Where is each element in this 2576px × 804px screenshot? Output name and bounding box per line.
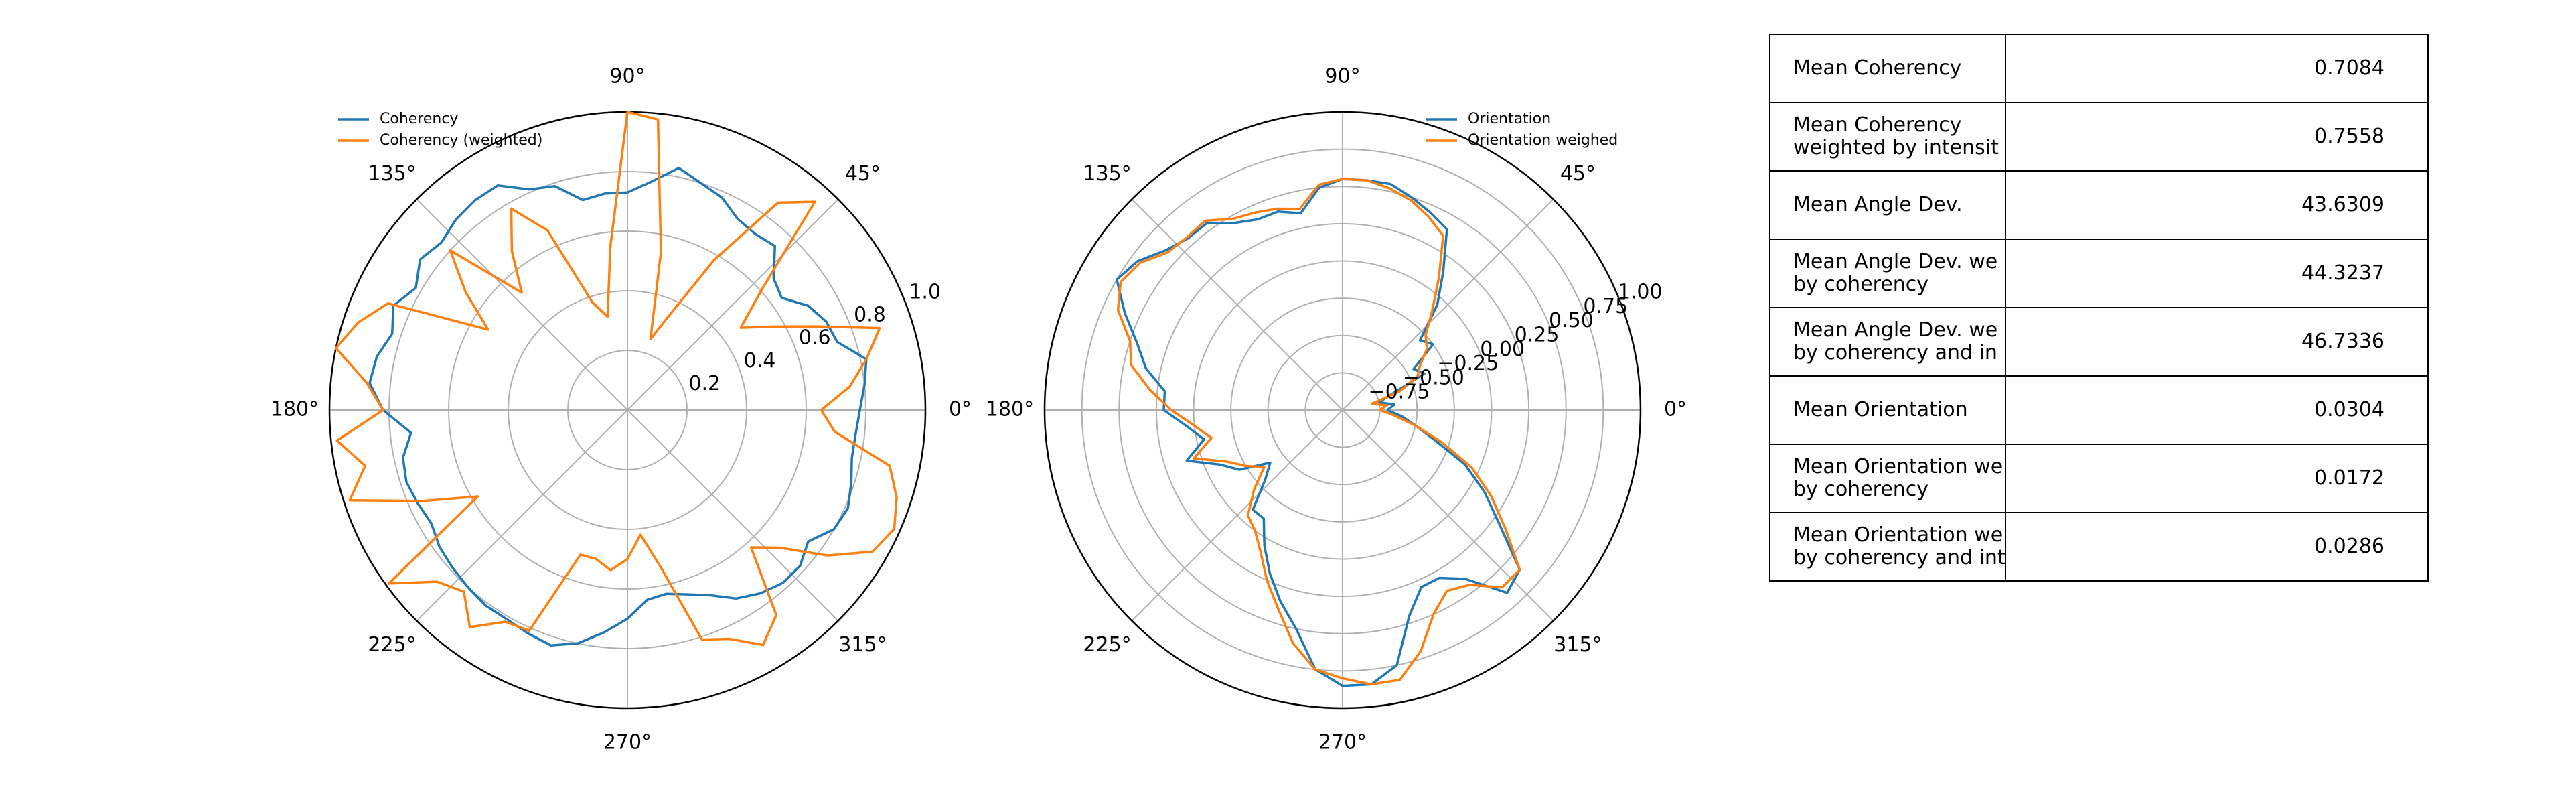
legend-label: Orientation weighed <box>1468 132 1618 149</box>
row-value: 0.7558 <box>2005 102 2429 172</box>
r-tick-label: −0.25 <box>1437 352 1499 375</box>
table-row: Mean Orientation we by coherency 0.0172 <box>1769 444 2429 513</box>
r-tick-label: 1.0 <box>909 281 941 304</box>
row-value: 0.0304 <box>2005 375 2429 445</box>
row-label: Mean Orientation <box>1769 375 2006 445</box>
row-label: Mean Coherency weighted by intensit <box>1769 102 2006 172</box>
angular-grid-line <box>1342 409 1554 622</box>
row-label: Mean Angle Dev. we by coherency <box>1769 239 2006 308</box>
row-label: Mean Angle Dev. <box>1769 170 2006 240</box>
theta-tick-label: 180° <box>986 398 1034 421</box>
theta-tick-label: 0° <box>949 398 972 421</box>
angular-grid-line <box>1131 409 1343 622</box>
legend-label: Coherency <box>380 111 458 127</box>
r-tick-label: 0.75 <box>1583 295 1628 318</box>
statistics-table: Mean Coherency 0.7084 Mean Coherency wei… <box>1769 34 2429 582</box>
table-row: Mean Orientation we by coherency and int… <box>1769 512 2429 582</box>
polar-frame <box>1043 111 1642 710</box>
series-line-1 <box>1116 178 1521 687</box>
r-tick-label: 0.6 <box>799 326 831 350</box>
theta-tick-label: 180° <box>271 398 319 421</box>
row-label: Mean Coherency <box>1769 34 2006 103</box>
r-tick-label: 0.2 <box>688 372 721 395</box>
theta-tick-label: 270° <box>1318 731 1367 754</box>
r-tick-label: −0.50 <box>1403 366 1464 389</box>
legend-label: Coherency (weighted) <box>380 132 542 149</box>
theta-tick-label: 90° <box>1324 65 1360 88</box>
theta-tick-label: 45° <box>845 162 881 186</box>
theta-tick-label: 0° <box>1664 398 1687 421</box>
table-row: Mean Orientation 0.0304 <box>1769 375 2429 445</box>
row-value: 43.6309 <box>2005 170 2429 240</box>
r-tick-label: 0.25 <box>1515 323 1560 346</box>
table-row: Mean Coherency weighted by intensit 0.75… <box>1769 102 2429 172</box>
table-row: Mean Angle Dev. we by coherency 44.3237 <box>1769 239 2429 308</box>
theta-tick-label: 135° <box>368 162 416 186</box>
row-label: Mean Orientation we by coherency and int <box>1769 512 2006 582</box>
row-value: 0.0172 <box>2005 444 2429 513</box>
row-label: Mean Orientation we by coherency <box>1769 444 2006 513</box>
angular-grid-line <box>416 198 628 411</box>
series-line-2 <box>1116 178 1521 686</box>
angular-grid-line <box>1342 198 1554 411</box>
theta-tick-label: 315° <box>1554 633 1602 657</box>
theta-tick-label: 225° <box>1083 633 1131 657</box>
r-tick-label: 0.8 <box>854 304 886 327</box>
row-value: 44.3237 <box>2005 239 2429 308</box>
r-tick-label: −0.75 <box>1369 381 1430 404</box>
angular-grid-line <box>627 198 839 411</box>
r-tick-label: 0.00 <box>1480 338 1525 361</box>
theta-tick-label: 45° <box>1560 162 1596 186</box>
table-row: Mean Angle Dev. we by coherency and in 4… <box>1769 307 2429 377</box>
angular-grid-line <box>1131 198 1343 411</box>
r-tick-label: 1.00 <box>1618 281 1663 304</box>
theta-tick-label: 315° <box>838 633 887 657</box>
theta-tick-label: 225° <box>368 633 416 657</box>
row-value: 0.0286 <box>2005 512 2429 582</box>
table-row: Mean Coherency 0.7084 <box>1769 34 2429 103</box>
theta-tick-label: 270° <box>603 731 652 754</box>
row-value: 0.7084 <box>2005 34 2429 103</box>
angular-grid-line <box>416 409 628 622</box>
row-label: Mean Angle Dev. we by coherency and in <box>1769 307 2006 377</box>
r-tick-label: 0.50 <box>1549 309 1594 332</box>
angular-grid-line <box>627 409 839 622</box>
table-row: Mean Angle Dev. 43.6309 <box>1769 170 2429 240</box>
legend-label: Orientation <box>1468 111 1551 127</box>
theta-tick-label: 90° <box>609 65 645 88</box>
r-tick-label: 0.4 <box>744 349 776 373</box>
theta-tick-label: 135° <box>1083 162 1131 186</box>
series-line-2 <box>334 111 898 647</box>
row-value: 46.7336 <box>2005 307 2429 377</box>
